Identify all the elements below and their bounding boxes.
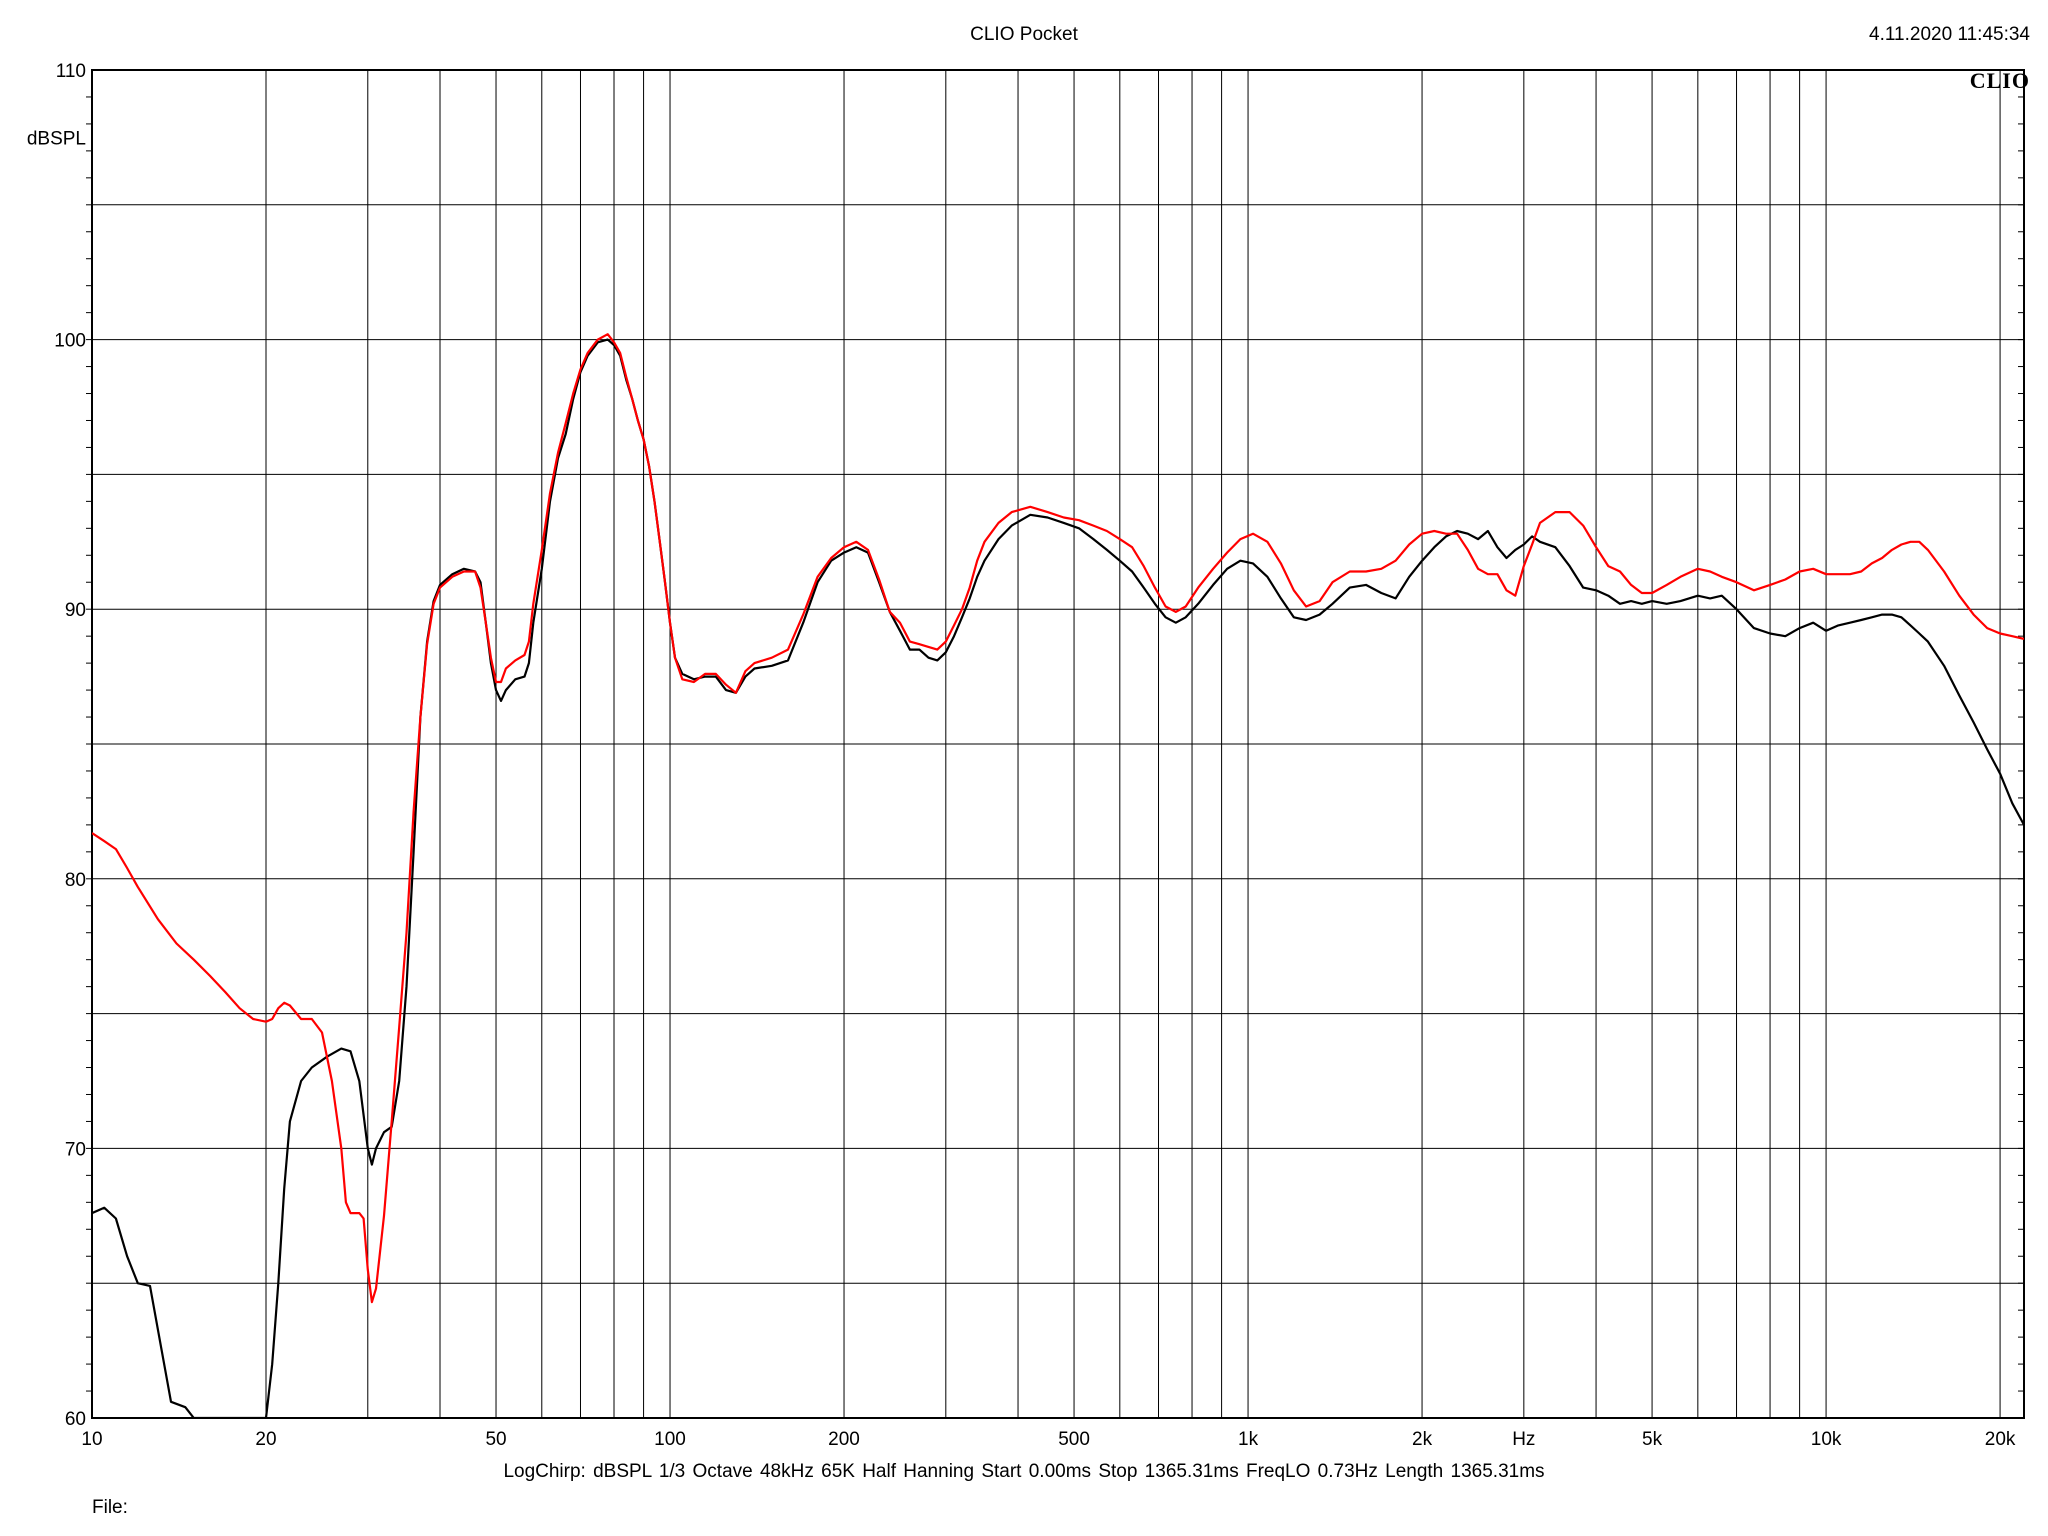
- file-label: File:: [92, 1497, 128, 1518]
- x-tick-label: 1k: [1238, 1429, 1259, 1450]
- series-line-red: [92, 333, 2024, 1304]
- x-tick-label: 10k: [1811, 1429, 1842, 1450]
- x-tick-label: 20k: [1985, 1429, 2016, 1450]
- x-tick-label: 5k: [1642, 1429, 1663, 1450]
- y-tick-label: 60: [65, 1409, 86, 1430]
- x-tick-label: 10: [81, 1429, 102, 1450]
- x-tick-label: 100: [654, 1429, 686, 1450]
- x-tick-label: 2k: [1412, 1429, 1433, 1450]
- clio-logo: CLIO: [1969, 68, 2030, 93]
- y-tick-label: 70: [65, 1139, 86, 1160]
- y-tick-label: 90: [65, 600, 86, 621]
- measurement-settings: LogChirp: dBSPL 1/3 Octave 48kHz 65K Hal…: [503, 1461, 1545, 1482]
- x-tick-label: 500: [1058, 1429, 1090, 1450]
- x-tick-label: 20: [255, 1429, 276, 1450]
- x-axis-label: Hz: [1512, 1429, 1535, 1450]
- x-tick-label: 50: [485, 1429, 506, 1450]
- plot-frame: [91, 69, 2025, 1419]
- y-tick-label: 80: [65, 870, 86, 891]
- y-axis-label: dBSPL: [27, 128, 86, 149]
- y-tick-label: 110: [56, 61, 86, 82]
- y-tick-label: 100: [54, 331, 86, 352]
- timestamp: 4.11.2020 11:45:34: [1869, 24, 2030, 45]
- x-tick-label: 200: [828, 1429, 860, 1450]
- app-title: CLIO Pocket: [970, 24, 1078, 45]
